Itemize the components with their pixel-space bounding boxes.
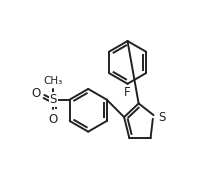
Text: CH₃: CH₃ (44, 76, 63, 86)
Text: O: O (31, 87, 41, 100)
Text: S: S (50, 93, 57, 106)
Text: S: S (158, 111, 165, 124)
Text: O: O (49, 113, 58, 126)
Text: F: F (124, 86, 131, 98)
